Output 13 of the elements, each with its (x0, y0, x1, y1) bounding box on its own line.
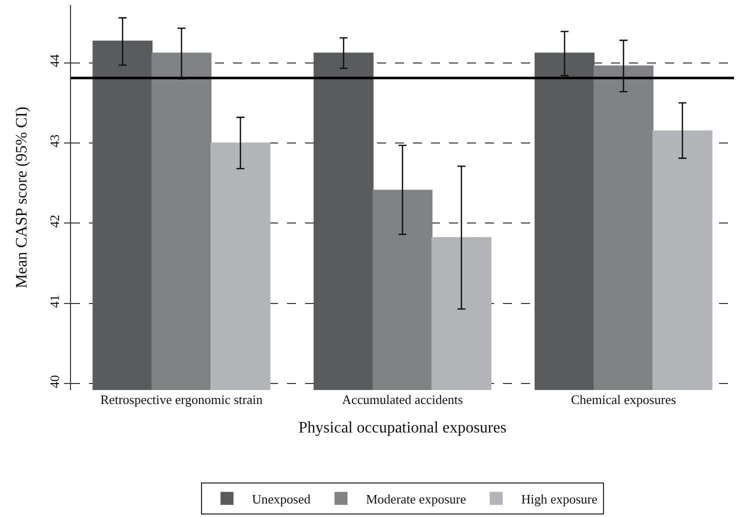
x-tick-label: Retrospective ergonomic strain (100, 392, 264, 407)
y-tick-label: 41 (46, 294, 62, 308)
x-tick-label: Accumulated accidents (342, 392, 463, 407)
x-tick-label: Chemical exposures (570, 392, 676, 407)
legend-label: Moderate exposure (366, 491, 466, 506)
y-tick-label: 44 (46, 54, 62, 68)
y-tick-label: 43 (46, 134, 62, 148)
legend-label: High exposure (521, 491, 598, 506)
y-tick-label: 42 (46, 214, 62, 228)
legend-label: Unexposed (252, 491, 311, 506)
x-axis-title: Physical occupational exposures (298, 420, 506, 437)
y-axis-title: Mean CASP score (95% CI) (14, 106, 31, 288)
y-tick-label: 40 (46, 375, 62, 388)
